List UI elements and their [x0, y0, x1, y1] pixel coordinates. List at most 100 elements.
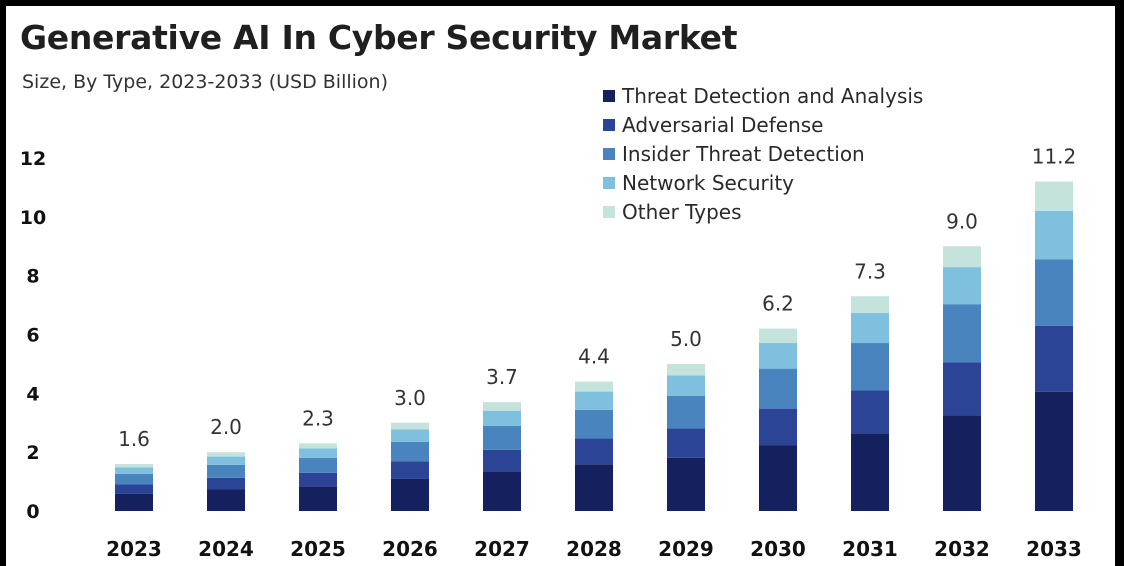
bar-segment	[1035, 391, 1073, 511]
bar-segment	[483, 425, 521, 450]
bar-total-label: 7.3	[854, 259, 886, 283]
bar-segment	[851, 313, 889, 344]
bar-segment	[391, 461, 429, 479]
stacked-bar-chart: 0 2 4 6 8 10 12 1.6 2023 2.0 2024 2.3 2025 3.0 2026 3.7…	[20, 145, 1082, 561]
bar-segment	[1035, 325, 1073, 392]
bar-segment	[207, 489, 245, 511]
y-tick-label: 4	[26, 383, 39, 405]
legend-item: Network Security	[603, 168, 923, 197]
x-tick-label: 2033	[1026, 537, 1082, 561]
bar-segment	[391, 429, 429, 442]
legend-label: Other Types	[622, 199, 742, 224]
x-tick-label: 2029	[658, 537, 714, 561]
bar-segment	[483, 471, 521, 511]
bar-segment	[575, 438, 613, 465]
bar-segment	[575, 464, 613, 511]
legend-item: Threat Detection and Analysis	[603, 82, 923, 111]
legend-swatch	[603, 205, 615, 218]
bar-segment	[851, 296, 889, 314]
bar-segment	[575, 381, 613, 392]
bar-segment	[851, 390, 889, 434]
x-tick-label: 2026	[382, 537, 438, 561]
x-tick-label: 2032	[934, 537, 990, 561]
bar-segment	[759, 343, 797, 369]
chart-frame: Generative AI In Cyber Security Market S…	[6, 6, 1115, 566]
legend-label: Threat Detection and Analysis	[622, 84, 924, 109]
bar-segment	[115, 493, 153, 511]
bar-segment	[575, 409, 613, 439]
y-tick-label: 0	[26, 501, 39, 523]
bar-total-label: 2.3	[302, 406, 334, 430]
bar-segment	[943, 415, 981, 511]
bar-total-label: 11.2	[1032, 145, 1077, 169]
legend-label: Insider Threat Detection	[622, 141, 865, 166]
bar-segment	[483, 402, 521, 411]
bar-segment	[667, 395, 705, 429]
y-tick-label: 12	[20, 148, 46, 170]
bar-segment	[299, 457, 337, 473]
x-tick-label: 2027	[474, 537, 530, 561]
bar-segment	[391, 441, 429, 462]
bar-total-label: 2.0	[210, 415, 242, 439]
bar-segment	[943, 246, 981, 268]
legend-swatch	[603, 90, 615, 103]
legend-item: Other Types	[603, 197, 923, 226]
y-tick-label: 2	[26, 442, 39, 464]
bar-segment	[207, 477, 245, 490]
bar-total-label: 4.4	[578, 345, 610, 369]
bar-segment	[483, 410, 521, 426]
x-tick-label: 2028	[566, 537, 622, 561]
x-tick-label: 2023	[106, 537, 162, 561]
bar-total-label: 9.0	[946, 209, 978, 233]
y-tick-label: 6	[26, 325, 39, 347]
legend-swatch	[603, 147, 615, 160]
bar-segment	[851, 343, 889, 391]
bar-segment	[1035, 181, 1073, 211]
bar-segment	[851, 433, 889, 511]
bar-segment	[943, 362, 981, 416]
bar-total-label: 3.0	[394, 386, 426, 410]
legend-item: Adversarial Defense	[603, 111, 923, 140]
bar-segment	[115, 484, 153, 494]
legend-label: Network Security	[622, 170, 794, 195]
bar-segment	[667, 363, 705, 376]
bar-segment	[759, 408, 797, 446]
bar-segment	[667, 375, 705, 396]
bar-segment	[207, 464, 245, 478]
legend-label: Adversarial Defense	[622, 113, 824, 138]
bar-segment	[299, 472, 337, 487]
bar-segment	[483, 449, 521, 472]
bar-segment	[759, 368, 797, 409]
bar-segment	[667, 428, 705, 458]
bar-segment	[1035, 259, 1073, 326]
bar-segment	[575, 391, 613, 410]
chart-title: Generative AI In Cyber Security Market	[20, 18, 738, 57]
bar-total-label: 5.0	[670, 327, 702, 351]
bar-total-label: 1.6	[118, 427, 150, 451]
bar-segment	[759, 328, 797, 344]
bar-segment	[115, 473, 153, 485]
chart-subtitle: Size, By Type, 2023-2033 (USD Billion)	[22, 71, 389, 93]
y-tick-label: 10	[20, 207, 46, 229]
legend-swatch	[603, 119, 615, 132]
bar-segment	[299, 443, 337, 449]
legend-swatch	[603, 176, 615, 189]
bar-segment	[207, 452, 245, 457]
legend-item: Insider Threat Detection	[603, 140, 923, 169]
bar-segment	[943, 267, 981, 305]
bar-segment	[115, 467, 153, 474]
bar-segment	[391, 422, 429, 430]
bar-segment	[299, 448, 337, 458]
x-tick-label: 2025	[290, 537, 346, 561]
x-tick-label: 2024	[198, 537, 254, 561]
bar-segment	[943, 304, 981, 363]
bar-segment	[759, 445, 797, 511]
bar-total-label: 6.2	[762, 292, 794, 316]
x-tick-label: 2030	[750, 537, 806, 561]
y-tick-label: 8	[26, 266, 39, 288]
bar-segment	[299, 486, 337, 511]
bar-segment	[667, 457, 705, 511]
chart-legend: Threat Detection and Analysis Adversaria…	[603, 82, 923, 226]
bar-segment	[1035, 210, 1073, 260]
bar-segment	[207, 456, 245, 465]
